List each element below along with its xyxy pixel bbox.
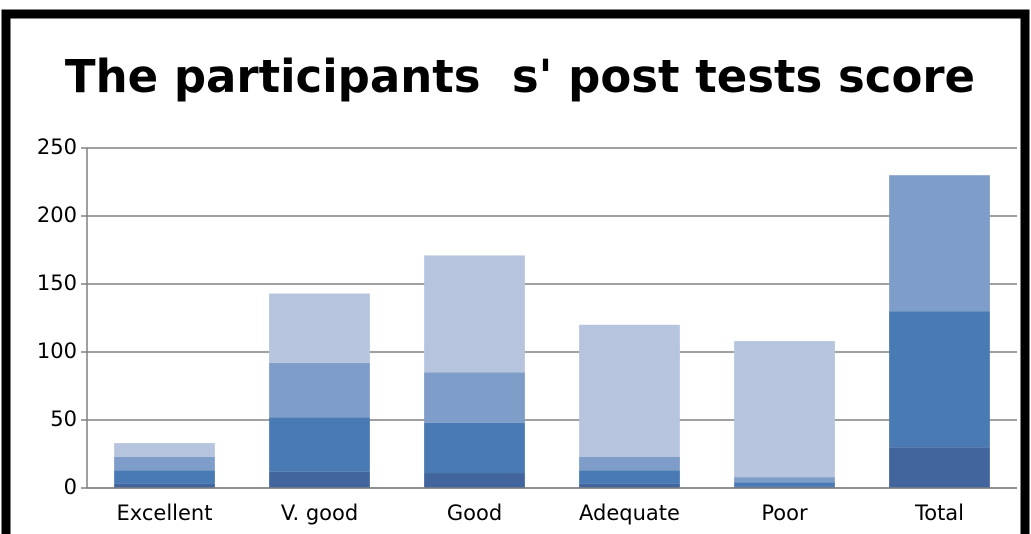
bar-segment [424, 255, 525, 373]
bar-segment [889, 311, 990, 448]
bar-segment [424, 473, 525, 488]
bar-segment [269, 362, 370, 418]
x-tick-label: Adequate [579, 501, 680, 525]
bar-segment [579, 324, 680, 457]
y-tick-label: 50 [50, 407, 77, 431]
bar-segment [269, 293, 370, 363]
bar-segment [269, 471, 370, 488]
bar-segment [114, 483, 215, 488]
y-tick-label: 250 [37, 135, 77, 159]
x-tick-label: Poor [761, 501, 808, 525]
bar-segment [889, 447, 990, 488]
bar-segment [579, 456, 680, 471]
bar-segment [579, 483, 680, 488]
frame [1, 9, 1030, 534]
x-tick-label: Total [914, 501, 964, 525]
bar-segment [114, 456, 215, 471]
bar-segment [424, 422, 525, 474]
y-tick-label: 100 [37, 339, 77, 363]
bar-segment [114, 443, 215, 457]
bar-segment [889, 175, 990, 312]
y-tick-label: 150 [37, 271, 77, 295]
bar-segment [734, 341, 835, 478]
y-tick-label: 200 [37, 203, 77, 227]
x-tick-label: Good [447, 501, 502, 525]
bar-segment [424, 372, 525, 423]
chart-title: The participants s' post tests score [65, 50, 975, 103]
bar-segment [114, 470, 215, 484]
bar-segment [579, 470, 680, 484]
bar-segment [734, 477, 835, 483]
x-tick-label: Excellent [117, 501, 213, 525]
bar-segment [734, 482, 835, 487]
bar-segment [269, 417, 370, 472]
y-tick-label: 0 [64, 475, 77, 499]
x-tick-label: V. good [281, 501, 358, 525]
